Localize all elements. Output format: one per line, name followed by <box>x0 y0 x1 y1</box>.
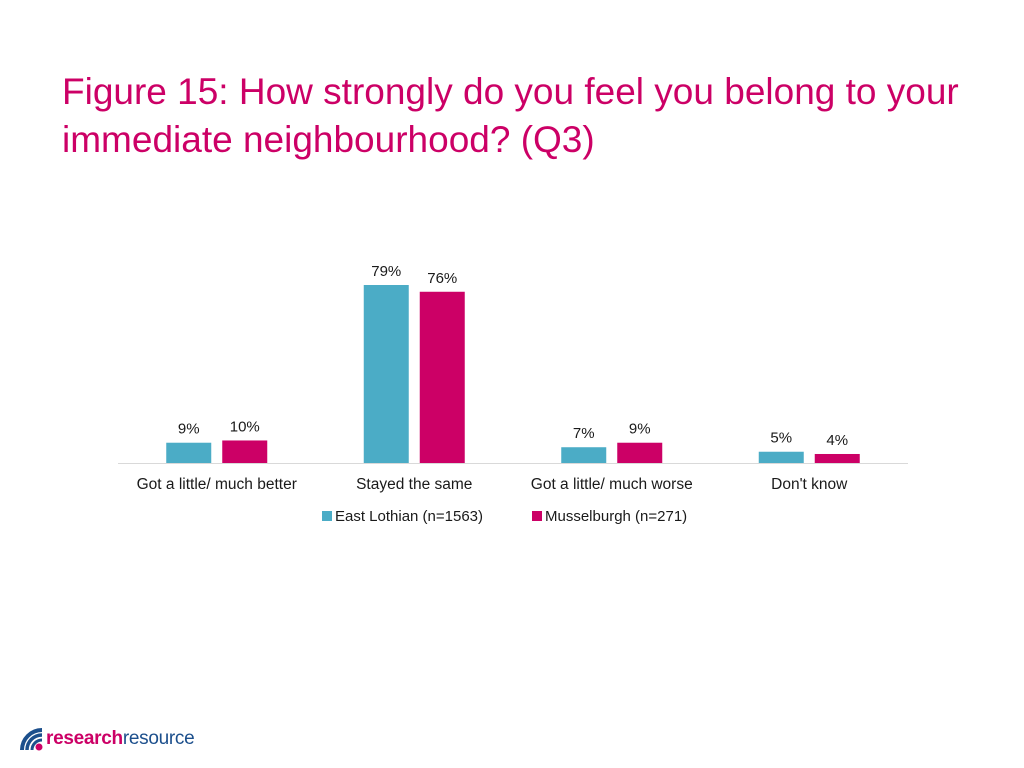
legend-label-1: Musselburgh (n=271) <box>545 508 687 525</box>
logo-text-research: research <box>46 728 123 749</box>
x-tick-label: Got a little/ much better <box>137 476 297 493</box>
data-label: 79% <box>371 263 401 280</box>
bar-musselburgh-3 <box>814 453 860 463</box>
data-label: 7% <box>573 425 595 442</box>
x-tick-label: Don't know <box>771 476 848 493</box>
bar-east-lothian-2 <box>561 447 607 463</box>
bar-musselburgh-0 <box>222 440 268 463</box>
data-label: 9% <box>178 421 200 438</box>
x-tick-label: Stayed the same <box>356 476 472 493</box>
data-label: 9% <box>629 421 651 438</box>
bar-east-lothian-3 <box>758 451 804 463</box>
logo: researchresource <box>18 722 195 756</box>
logo-text-resource: resource <box>122 728 195 749</box>
logo-text: researchresource <box>46 728 195 750</box>
legend-label-0: East Lothian (n=1563) <box>335 508 483 525</box>
bar-east-lothian-1 <box>363 285 409 463</box>
bar-musselburgh-2 <box>617 442 663 463</box>
legend-swatch-1 <box>532 511 542 521</box>
bar-musselburgh-1 <box>419 291 465 463</box>
bar-east-lothian-0 <box>166 442 212 463</box>
data-label: 10% <box>230 418 260 435</box>
x-tick-label: Got a little/ much worse <box>531 476 693 493</box>
legend-swatch-0 <box>322 511 332 521</box>
logo-mark-icon <box>20 728 43 751</box>
data-label: 4% <box>826 432 848 449</box>
data-label: 76% <box>427 270 457 287</box>
slide-title: Figure 15: How strongly do you feel you … <box>62 71 959 160</box>
data-label: 5% <box>770 430 792 447</box>
